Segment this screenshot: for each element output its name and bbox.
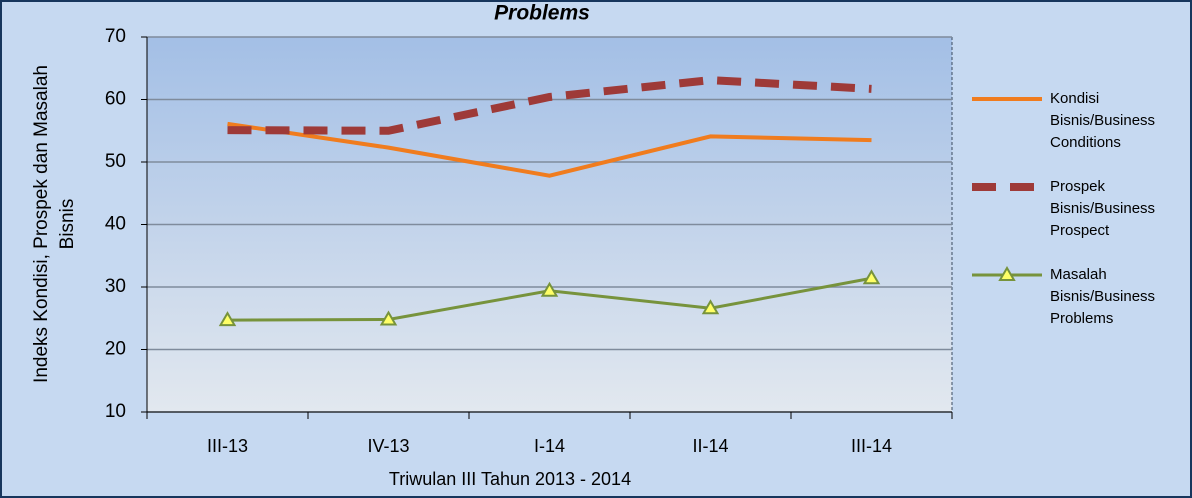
y-tick-label: 70 bbox=[105, 26, 126, 47]
legend-label: Masalah Bisnis/Business Problems bbox=[1050, 266, 1156, 327]
y-tick-label: 20 bbox=[105, 339, 126, 360]
series-line bbox=[227, 121, 872, 178]
data-marker bbox=[540, 281, 559, 297]
legend-label: Kondisi Bisnis/Business Conditions bbox=[1050, 90, 1156, 151]
data-marker bbox=[701, 299, 720, 315]
y-axis-label: Bisnis bbox=[57, 199, 78, 250]
y-tick-label: 50 bbox=[105, 151, 126, 172]
legend-marker bbox=[998, 266, 1016, 281]
chart-title: Problems bbox=[494, 2, 590, 25]
data-marker bbox=[862, 269, 881, 285]
x-tick-label: I-14 bbox=[534, 436, 565, 456]
y-tick-label: 60 bbox=[105, 89, 126, 110]
series-line bbox=[227, 76, 872, 135]
x-axis-label: Triwulan III Tahun 2013 - 2014 bbox=[389, 469, 631, 489]
data-marker bbox=[379, 310, 398, 326]
x-tick-label: II-14 bbox=[692, 436, 728, 456]
y-axis-label: Indeks Kondisi, Prospek dan Masalah bbox=[31, 65, 52, 383]
y-tick-label: 40 bbox=[105, 214, 126, 235]
x-tick-label: III-13 bbox=[207, 436, 248, 456]
y-tick-label: 10 bbox=[105, 401, 126, 422]
x-tick-label: IV-13 bbox=[367, 436, 409, 456]
y-tick-label: 30 bbox=[105, 276, 126, 297]
legend-label: Prospek Bisnis/Business Prospect bbox=[1050, 178, 1156, 239]
data-marker bbox=[218, 311, 237, 327]
x-tick-label: III-14 bbox=[851, 436, 892, 456]
